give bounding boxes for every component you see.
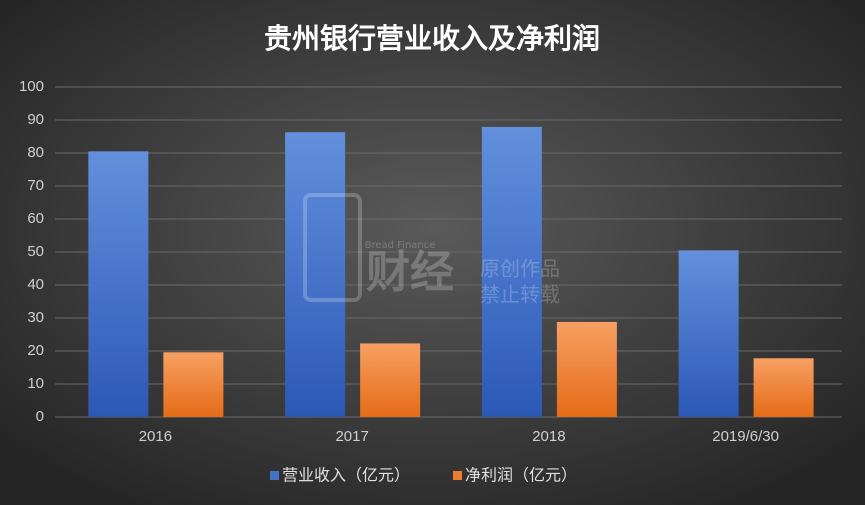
x-tick-label: 2017 — [335, 428, 368, 445]
legend-swatch — [270, 471, 279, 480]
bar — [285, 132, 346, 417]
y-tick-label: 90 — [27, 111, 44, 128]
chart-title: 贵州银行营业收入及净利润 — [264, 22, 600, 55]
y-tick-label: 70 — [27, 177, 44, 194]
legend-label: 营业收入（亿元） — [282, 466, 410, 485]
bar — [88, 151, 149, 417]
watermark: 财经 Bread Finance 原创作品 禁止转载 — [303, 193, 560, 307]
bar — [360, 343, 421, 417]
y-tick-label: 50 — [27, 243, 44, 260]
y-tick-label: 80 — [27, 144, 44, 161]
x-tick-label: 2018 — [532, 428, 565, 445]
watermark-logo — [303, 193, 362, 302]
y-tick-label: 0 — [36, 408, 44, 425]
bar — [163, 352, 224, 417]
bar — [481, 126, 542, 418]
y-tick-label: 10 — [27, 375, 44, 392]
watermark-text: 禁止转载 — [480, 283, 560, 307]
y-tick-label: 100 — [19, 78, 44, 95]
y-tick-label: 60 — [27, 210, 44, 227]
watermark-text: 原创作品 — [480, 257, 560, 281]
watermark-text: 财经 — [366, 247, 454, 298]
legend-swatch — [453, 471, 462, 480]
y-tick-label: 20 — [27, 342, 44, 359]
x-tick-label: 2016 — [139, 428, 172, 445]
y-tick-label: 40 — [27, 276, 44, 293]
y-tick-label: 30 — [27, 309, 44, 326]
bar — [753, 358, 814, 417]
x-tick-label: 2019/6/30 — [712, 428, 779, 445]
watermark-text: Bread Finance — [365, 240, 436, 251]
bar — [556, 321, 617, 417]
legend-label: 净利润（亿元） — [465, 466, 577, 485]
bar — [678, 250, 739, 417]
